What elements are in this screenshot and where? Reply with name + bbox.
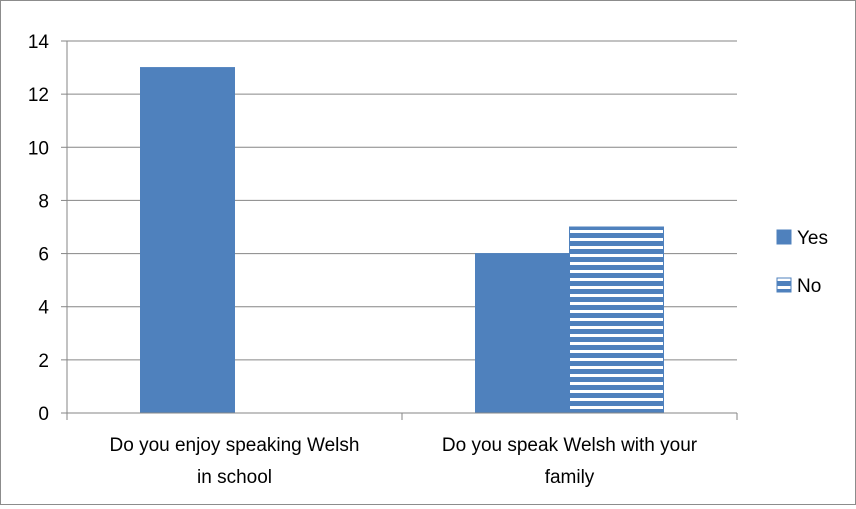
bars (140, 67, 664, 414)
y-tick-label: 12 (28, 85, 49, 106)
bar-no-2 (569, 226, 664, 414)
bar-yes-2 (475, 253, 570, 414)
y-tick-label: 10 (28, 138, 49, 159)
x-category-label: in school (197, 467, 272, 488)
axis-labels: 0 2 4 6 8 10 12 14 Do you enjoy speaking Welsh in… (28, 32, 698, 488)
y-tick-label: 2 (38, 351, 49, 372)
legend-label-no: No (797, 276, 821, 297)
y-tick-label: 4 (38, 298, 49, 319)
legend-label-yes: Yes (797, 228, 828, 249)
y-tick-label: 14 (28, 32, 50, 53)
legend-swatch-yes (776, 229, 792, 245)
y-tick-label: 6 (38, 245, 49, 266)
x-category-label: Do you enjoy speaking Welsh (110, 435, 360, 456)
legend-swatch-no (776, 277, 792, 293)
x-category-label: family (545, 467, 595, 488)
axes (61, 40, 738, 420)
y-tick-label: 0 (38, 404, 49, 425)
y-tick-label: 8 (38, 191, 49, 212)
bar-yes-1 (140, 67, 235, 414)
legend: Yes No (776, 228, 828, 297)
x-category-label: Do you speak Welsh with your (442, 435, 698, 456)
